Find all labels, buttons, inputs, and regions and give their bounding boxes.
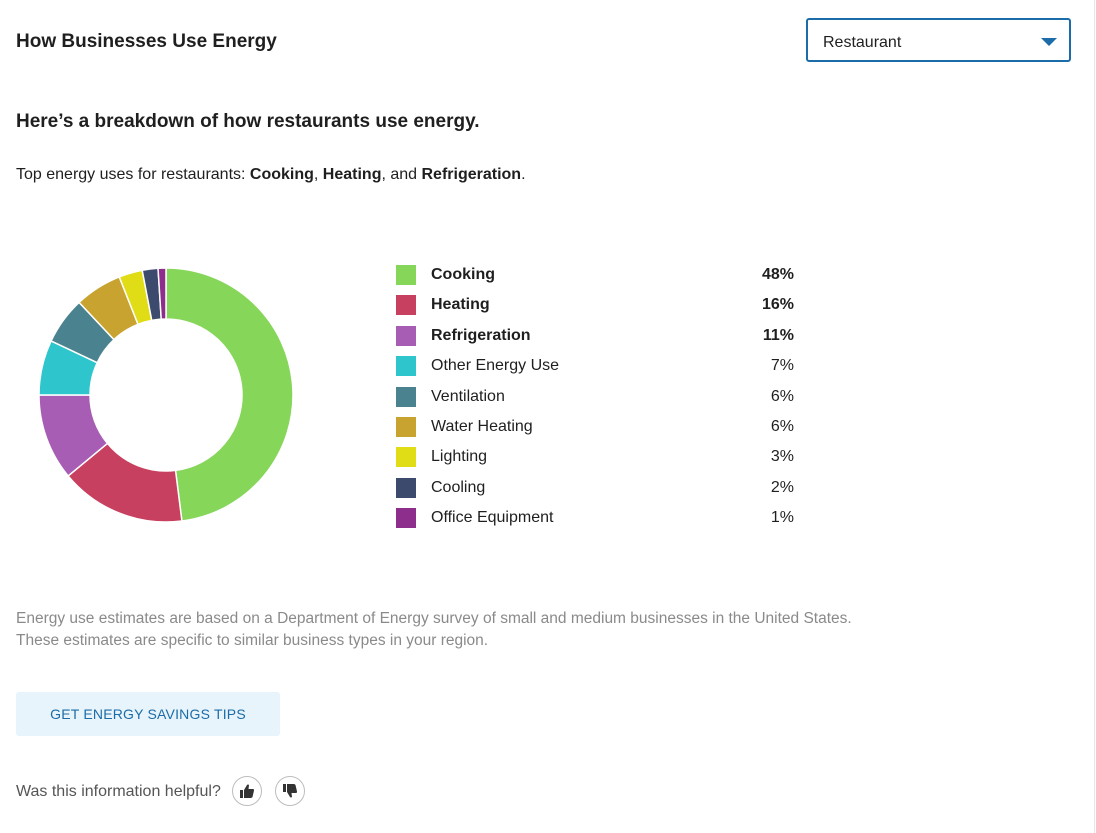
energy-savings-tips-button[interactable]: GET ENERGY SAVINGS TIPS: [16, 692, 280, 736]
breakdown-heading: Here’s a breakdown of how restaurants us…: [16, 111, 480, 132]
legend-label: Office Equipment: [431, 509, 554, 527]
business-type-select[interactable]: Restaurant: [806, 18, 1071, 62]
legend-swatch: [396, 295, 416, 316]
legend-percent: 48%: [761, 266, 794, 283]
legend-label: Heating: [431, 296, 490, 314]
legend-swatch: [396, 477, 416, 498]
legend-label: Lighting: [431, 448, 488, 466]
business-type-value: Restaurant: [823, 34, 902, 51]
legend-percent: 7%: [770, 357, 794, 375]
chevron-down-icon: [1041, 38, 1057, 46]
legend-item: Water Heating 6%: [396, 416, 796, 446]
legend-item: Refrigeration 11%: [396, 325, 796, 355]
legend-item: Ventilation 6%: [396, 386, 796, 416]
legend-item: Cooling 2%: [396, 477, 796, 507]
page-title: How Businesses Use Energy: [16, 31, 277, 52]
legend-item: Cooking 48%: [396, 264, 796, 294]
legend-percent: 3%: [770, 448, 794, 466]
legend-label: Ventilation: [431, 387, 505, 405]
top-use-1: Cooking: [249, 166, 314, 183]
legend-label: Water Heating: [431, 417, 533, 435]
legend-label: Cooling: [431, 478, 486, 496]
thumbs-down-button[interactable]: [275, 776, 305, 806]
legend-percent: 16%: [761, 296, 794, 314]
page-divider: [1094, 0, 1095, 833]
intro-suffix: .: [521, 166, 526, 183]
chart-legend: Cooking 48% Heating 16% Refrigeration 11% Othe…: [396, 264, 796, 538]
thumbs-up-icon: [240, 784, 255, 798]
legend-percent: 11%: [762, 326, 794, 344]
intro-sep: , and: [381, 166, 422, 183]
legend-label: Cooking: [431, 266, 495, 283]
legend-percent: 6%: [770, 387, 794, 405]
legend-percent: 6%: [770, 417, 794, 435]
footnote: Energy use estimates are based on a Depa…: [16, 608, 852, 652]
legend-swatch: [396, 386, 416, 407]
donut-slice-office-equipment: [157, 267, 167, 320]
legend-swatch: [396, 447, 416, 468]
legend-label: Refrigeration: [431, 326, 531, 344]
legend-percent: 1%: [770, 509, 794, 527]
intro-sep: ,: [313, 166, 323, 183]
donut-slice-cooking: [165, 267, 294, 522]
footnote-line-2: These estimates are specific to similar …: [16, 632, 489, 649]
feedback-question: Was this information helpful?: [16, 783, 221, 800]
top-use-2: Heating: [322, 166, 382, 183]
energy-donut-chart: [38, 267, 294, 523]
legend-item: Lighting 3%: [396, 446, 796, 476]
legend-swatch: [396, 356, 416, 377]
legend-percent: 2%: [770, 478, 794, 496]
intro-prefix: Top energy uses for restaurants:: [16, 166, 250, 183]
top-uses-summary: Top energy uses for restaurants: Cooking…: [16, 166, 526, 184]
thumbs-down-icon: [283, 784, 298, 798]
legend-item: Heating 16%: [396, 294, 796, 324]
legend-swatch: [396, 265, 416, 285]
legend-label: Other Energy Use: [431, 357, 560, 375]
thumbs-up-button[interactable]: [232, 776, 262, 806]
top-use-3: Refrigeration: [421, 166, 522, 183]
legend-swatch: [396, 416, 416, 437]
legend-swatch: [396, 508, 416, 529]
legend-item: Office Equipment 1%: [396, 507, 796, 537]
legend-item: Other Energy Use 7%: [396, 355, 796, 385]
footnote-line-1: Energy use estimates are based on a Depa…: [16, 610, 852, 627]
legend-swatch: [396, 325, 416, 346]
